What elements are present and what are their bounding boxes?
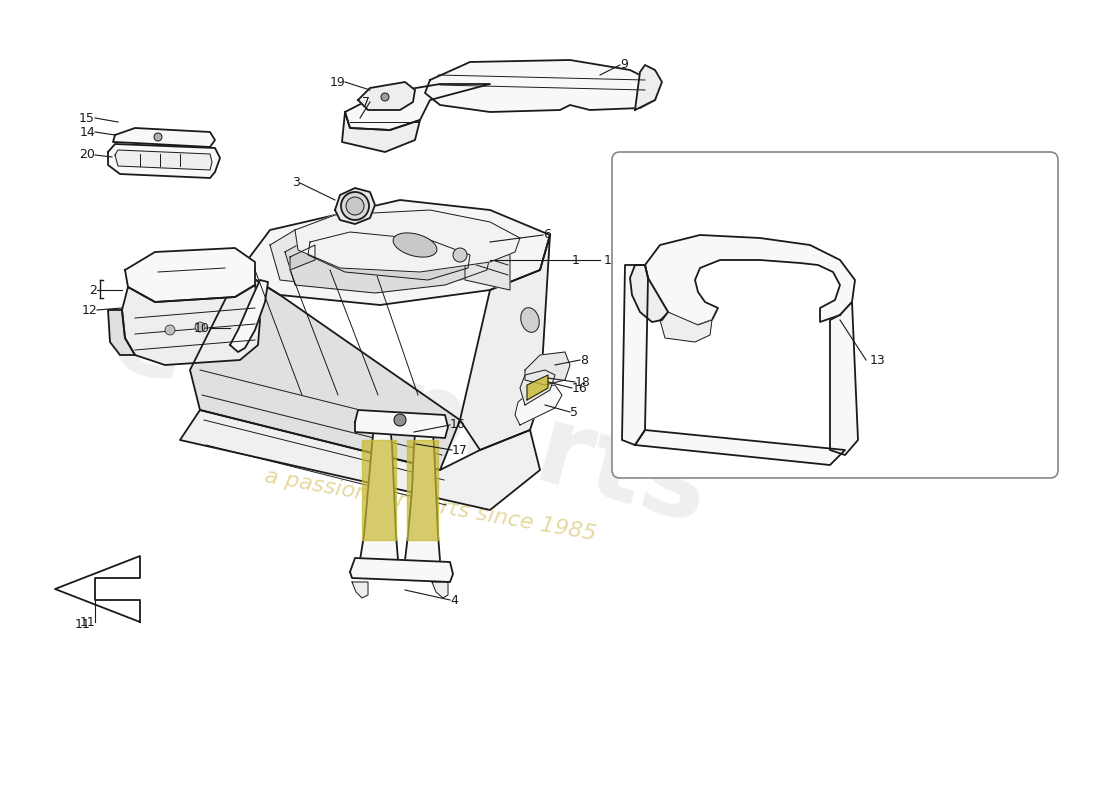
Text: 14: 14 <box>79 126 95 138</box>
Polygon shape <box>290 245 315 270</box>
Polygon shape <box>190 270 460 470</box>
Text: 13: 13 <box>870 354 886 366</box>
Text: 11: 11 <box>75 618 90 631</box>
Polygon shape <box>405 422 440 576</box>
Text: europarts: europarts <box>99 284 721 546</box>
Polygon shape <box>285 228 490 293</box>
Text: 10: 10 <box>194 322 210 334</box>
Circle shape <box>394 414 406 426</box>
Polygon shape <box>520 370 556 405</box>
Polygon shape <box>180 410 540 510</box>
Polygon shape <box>360 422 398 576</box>
Text: 11: 11 <box>79 615 95 629</box>
Polygon shape <box>358 82 415 110</box>
Circle shape <box>453 248 468 262</box>
Text: 7: 7 <box>362 95 370 109</box>
Circle shape <box>165 325 175 335</box>
Text: 8: 8 <box>580 354 588 366</box>
Text: 5: 5 <box>570 406 578 418</box>
Polygon shape <box>515 385 562 425</box>
Polygon shape <box>465 230 510 290</box>
Text: 16: 16 <box>450 418 465 431</box>
Polygon shape <box>122 285 260 365</box>
Polygon shape <box>125 248 255 302</box>
Polygon shape <box>240 200 550 305</box>
Polygon shape <box>830 302 858 455</box>
Polygon shape <box>525 352 570 385</box>
Circle shape <box>381 93 389 101</box>
Polygon shape <box>355 410 448 438</box>
Polygon shape <box>342 112 420 152</box>
Polygon shape <box>660 312 712 342</box>
Polygon shape <box>108 310 135 355</box>
Polygon shape <box>308 232 470 280</box>
Polygon shape <box>425 60 660 112</box>
Text: 6: 6 <box>543 229 551 242</box>
Text: 15: 15 <box>79 111 95 125</box>
Polygon shape <box>635 65 662 110</box>
Ellipse shape <box>393 233 437 257</box>
Polygon shape <box>108 144 220 178</box>
Polygon shape <box>270 215 510 290</box>
Text: 1: 1 <box>604 254 612 266</box>
Circle shape <box>341 192 368 220</box>
Polygon shape <box>645 235 855 325</box>
Circle shape <box>346 197 364 215</box>
Polygon shape <box>432 582 448 598</box>
Polygon shape <box>113 128 214 147</box>
Text: 1: 1 <box>572 254 580 266</box>
Polygon shape <box>460 235 550 450</box>
Text: 9: 9 <box>620 58 628 71</box>
Circle shape <box>195 322 205 332</box>
Ellipse shape <box>520 308 539 332</box>
Text: 3: 3 <box>293 177 300 190</box>
Text: 19: 19 <box>329 75 345 89</box>
Polygon shape <box>362 440 396 540</box>
Text: 20: 20 <box>79 149 95 162</box>
Polygon shape <box>352 582 368 598</box>
Text: 12: 12 <box>81 303 97 317</box>
Text: 16: 16 <box>572 382 587 394</box>
Polygon shape <box>295 210 520 272</box>
FancyBboxPatch shape <box>612 152 1058 478</box>
Text: 18: 18 <box>575 375 591 389</box>
Text: 4: 4 <box>450 594 458 606</box>
Polygon shape <box>345 84 490 130</box>
Polygon shape <box>407 440 438 540</box>
Polygon shape <box>55 556 140 622</box>
Polygon shape <box>350 558 453 582</box>
Polygon shape <box>116 150 212 170</box>
Text: 2: 2 <box>89 283 97 297</box>
Polygon shape <box>621 265 648 445</box>
Text: 17: 17 <box>452 443 468 457</box>
Polygon shape <box>230 280 268 352</box>
Circle shape <box>154 133 162 141</box>
Polygon shape <box>630 265 668 322</box>
Polygon shape <box>527 375 548 400</box>
Polygon shape <box>635 430 845 465</box>
Polygon shape <box>336 188 375 224</box>
Text: a passion for parts since 1985: a passion for parts since 1985 <box>263 466 597 544</box>
